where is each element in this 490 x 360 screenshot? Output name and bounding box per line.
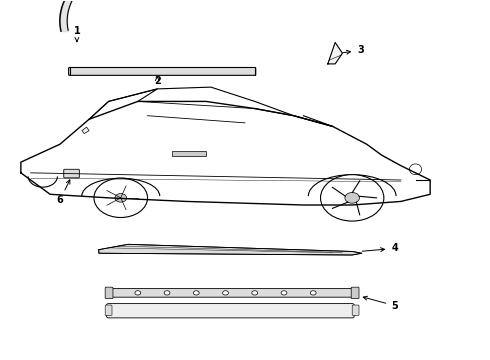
- Text: 2: 2: [154, 76, 161, 86]
- FancyBboxPatch shape: [107, 303, 354, 318]
- Circle shape: [135, 291, 141, 295]
- Polygon shape: [82, 127, 89, 134]
- Circle shape: [222, 291, 228, 295]
- Circle shape: [310, 291, 316, 295]
- FancyBboxPatch shape: [351, 287, 359, 298]
- Circle shape: [115, 194, 126, 202]
- FancyBboxPatch shape: [64, 169, 79, 178]
- Polygon shape: [328, 42, 343, 64]
- FancyBboxPatch shape: [105, 287, 113, 298]
- Text: 5: 5: [363, 296, 398, 311]
- Circle shape: [345, 193, 360, 203]
- Text: 6: 6: [56, 180, 70, 205]
- Circle shape: [94, 178, 147, 217]
- Circle shape: [252, 291, 258, 295]
- Circle shape: [320, 175, 384, 221]
- Circle shape: [281, 291, 287, 295]
- Text: 4: 4: [362, 243, 398, 253]
- Ellipse shape: [410, 164, 421, 175]
- FancyBboxPatch shape: [352, 305, 359, 315]
- FancyBboxPatch shape: [105, 305, 112, 315]
- Text: 3: 3: [343, 45, 364, 55]
- Circle shape: [164, 291, 170, 295]
- Circle shape: [194, 291, 199, 295]
- FancyBboxPatch shape: [69, 67, 256, 75]
- Text: 1: 1: [74, 26, 80, 41]
- Polygon shape: [99, 244, 362, 255]
- Bar: [172, 152, 206, 156]
- FancyBboxPatch shape: [107, 289, 354, 297]
